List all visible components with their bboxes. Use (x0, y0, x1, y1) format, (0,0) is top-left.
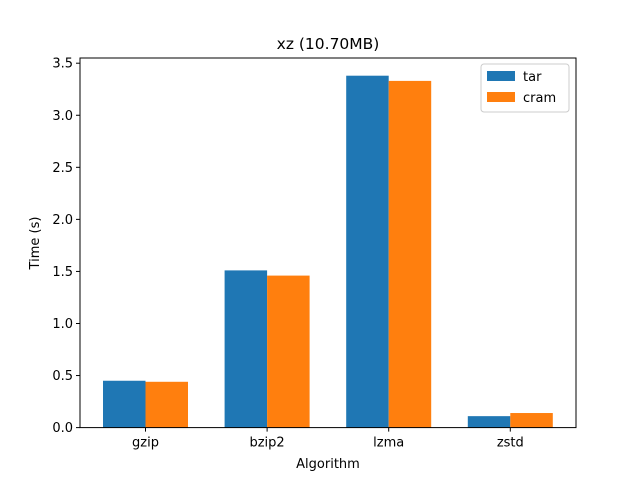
bar-tar-lzma (346, 75, 389, 428)
y-tick-label: 1.0 (52, 317, 73, 332)
chart-title: xz (10.70MB) (277, 35, 380, 53)
y-tick-label: 0.0 (52, 421, 73, 436)
bar-cram-lzma (388, 80, 432, 428)
x-axis: gzip bzip2 lzma zstd (132, 427, 524, 451)
y-tick-label: 1.5 (52, 265, 73, 280)
bar-tar-bzip2 (224, 270, 268, 428)
x-tick-label: zstd (497, 436, 524, 451)
bars-group (103, 75, 553, 428)
bar-cram-bzip2 (267, 275, 310, 428)
legend-label-cram: cram (523, 91, 556, 106)
legend-swatch-tar (487, 71, 515, 81)
y-tick-label: 0.5 (52, 369, 73, 384)
x-tick-label: gzip (132, 436, 159, 451)
bar-tar-gzip (103, 380, 146, 428)
x-tick-label: bzip2 (249, 436, 284, 451)
x-tick-label: lzma (373, 436, 404, 451)
y-tick-label: 2.0 (52, 213, 73, 228)
x-axis-label: Algorithm (296, 457, 360, 472)
legend-swatch-cram (487, 92, 515, 102)
bar-cram-gzip (145, 381, 188, 428)
y-tick-label: 2.5 (52, 161, 73, 176)
legend: tar cram (480, 63, 570, 113)
bar-cram-zstd (510, 413, 553, 428)
bar-tar-zstd (467, 416, 511, 428)
plot-frame (79, 57, 577, 429)
y-tick-label: 3.0 (52, 109, 73, 124)
legend-label-tar: tar (523, 70, 542, 85)
y-tick-label: 3.5 (52, 57, 73, 72)
y-axis-label: Time (s) (28, 217, 43, 271)
y-axis: 0.0 0.5 1.0 1.5 2.0 2.5 3.0 3.5 (52, 57, 80, 436)
